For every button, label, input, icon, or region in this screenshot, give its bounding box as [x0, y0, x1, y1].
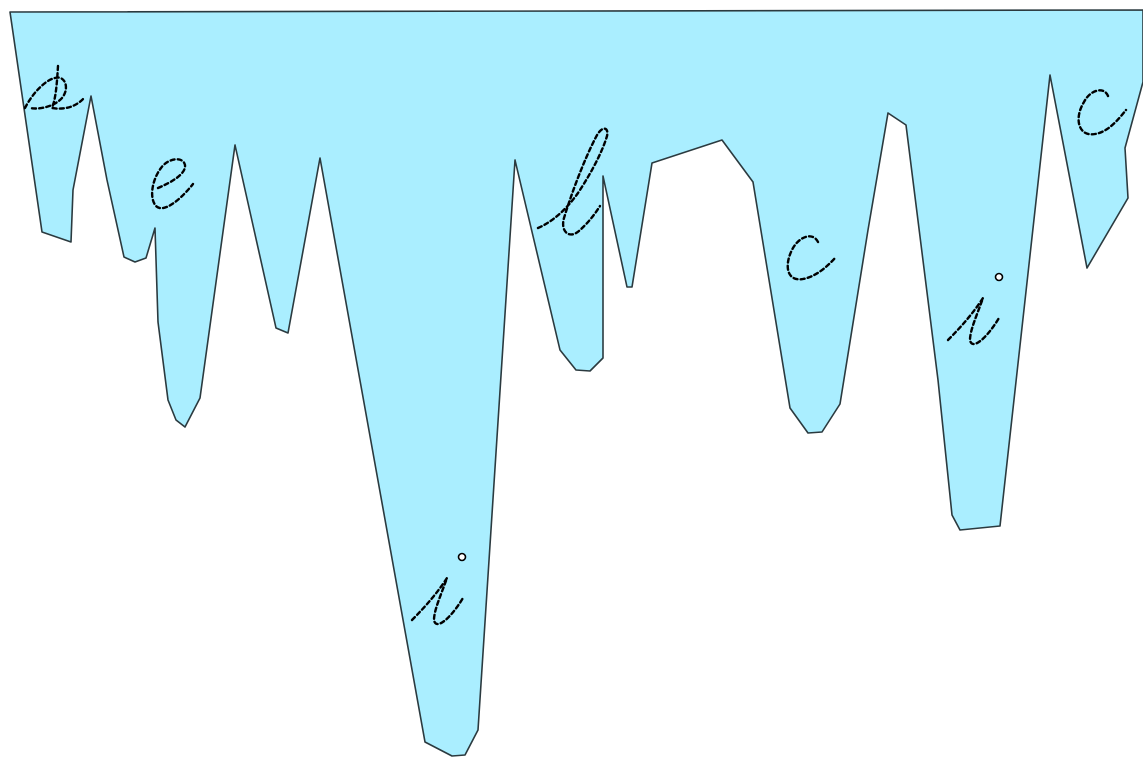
icicle-shape: [9, 9, 1143, 757]
letter-i-trace: [946, 272, 1004, 346]
letter-i-trace: [410, 552, 467, 626]
i-dot-icon: [994, 272, 1004, 282]
letter-l-trace: [536, 127, 609, 236]
i-dot-icon: [457, 552, 467, 562]
letter-e-trace: [150, 158, 195, 210]
letter-c-trace: [786, 235, 837, 281]
letter-s-trace: [23, 64, 86, 110]
letter-c-trace: [1077, 89, 1128, 136]
